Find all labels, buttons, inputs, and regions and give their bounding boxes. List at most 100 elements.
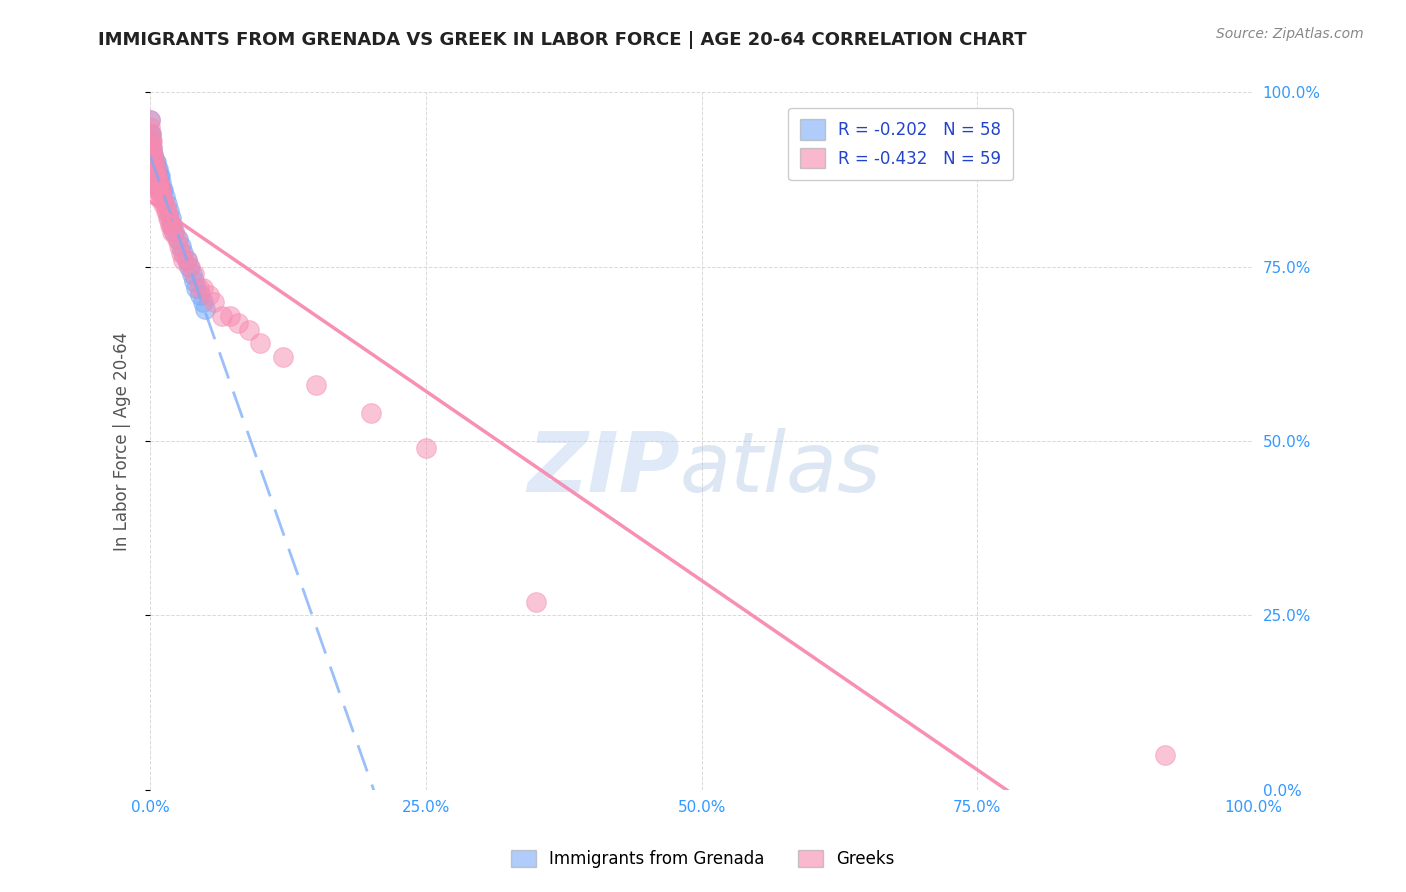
Point	[156, 211, 179, 225]
Point	[170, 239, 193, 253]
Point	[139, 141, 162, 155]
Point	[142, 169, 165, 183]
Point	[170, 245, 193, 260]
Point	[153, 197, 176, 211]
Point	[187, 280, 209, 294]
Point	[146, 169, 169, 183]
Point	[141, 162, 163, 177]
Point	[148, 169, 170, 183]
Point	[148, 183, 170, 197]
Point	[139, 113, 162, 128]
Point	[141, 169, 163, 183]
Point	[1153, 747, 1175, 762]
Point	[139, 162, 162, 177]
Point	[197, 287, 219, 301]
Point	[141, 127, 163, 141]
Point	[271, 351, 294, 365]
Point	[153, 190, 176, 204]
Point	[152, 197, 174, 211]
Point	[139, 127, 162, 141]
Point	[172, 245, 194, 260]
Point	[143, 162, 166, 177]
Point	[150, 183, 173, 197]
Point	[160, 218, 183, 232]
Point	[166, 232, 188, 246]
Point	[191, 280, 214, 294]
Point	[179, 260, 201, 274]
Point	[152, 183, 174, 197]
Point	[142, 155, 165, 169]
Point	[145, 155, 167, 169]
Point	[186, 280, 208, 294]
Point	[415, 441, 437, 455]
Point	[142, 148, 165, 162]
Point	[157, 203, 180, 218]
Point	[146, 176, 169, 190]
Point	[141, 148, 163, 162]
Point	[141, 134, 163, 148]
Point	[157, 211, 180, 225]
Point	[141, 162, 163, 177]
Point	[142, 155, 165, 169]
Point	[146, 162, 169, 177]
Point	[145, 169, 167, 183]
Point	[141, 148, 163, 162]
Y-axis label: In Labor Force | Age 20-64: In Labor Force | Age 20-64	[114, 332, 131, 550]
Point	[143, 169, 166, 183]
Point	[150, 176, 173, 190]
Point	[167, 239, 190, 253]
Point	[166, 232, 188, 246]
Point	[141, 155, 163, 169]
Point	[142, 162, 165, 177]
Point	[156, 197, 179, 211]
Point	[177, 260, 200, 274]
Point	[191, 294, 214, 309]
Point	[142, 162, 165, 177]
Point	[149, 169, 172, 183]
Point	[160, 211, 183, 225]
Text: Source: ZipAtlas.com: Source: ZipAtlas.com	[1216, 27, 1364, 41]
Point	[146, 176, 169, 190]
Point	[202, 294, 225, 309]
Point	[143, 155, 166, 169]
Point	[194, 301, 217, 316]
Point	[181, 267, 204, 281]
Point	[141, 134, 163, 148]
Point	[146, 162, 169, 177]
Point	[141, 141, 163, 155]
Point	[143, 162, 166, 177]
Point	[145, 169, 167, 183]
Point	[139, 169, 162, 183]
Legend: R = -0.202   N = 58, R = -0.432   N = 59: R = -0.202 N = 58, R = -0.432 N = 59	[789, 108, 1014, 180]
Point	[172, 252, 194, 267]
Point	[141, 169, 163, 183]
Point	[156, 203, 179, 218]
Point	[139, 176, 162, 190]
Point	[141, 134, 163, 148]
Text: atlas: atlas	[679, 428, 882, 509]
Point	[211, 309, 233, 323]
Point	[188, 287, 211, 301]
Point	[148, 176, 170, 190]
Point	[524, 594, 547, 608]
Point	[150, 190, 173, 204]
Point	[139, 148, 162, 162]
Point	[146, 183, 169, 197]
Point	[149, 190, 172, 204]
Point	[148, 176, 170, 190]
Point	[143, 169, 166, 183]
Point	[149, 183, 172, 197]
Point	[155, 203, 177, 218]
Point	[139, 113, 162, 128]
Point	[160, 218, 183, 232]
Point	[159, 218, 181, 232]
Point	[141, 176, 163, 190]
Point	[141, 155, 163, 169]
Point	[160, 225, 183, 239]
Point	[145, 162, 167, 177]
Point	[141, 127, 163, 141]
Text: ZIP: ZIP	[527, 428, 679, 509]
Point	[176, 252, 198, 267]
Point	[143, 155, 166, 169]
Point	[141, 148, 163, 162]
